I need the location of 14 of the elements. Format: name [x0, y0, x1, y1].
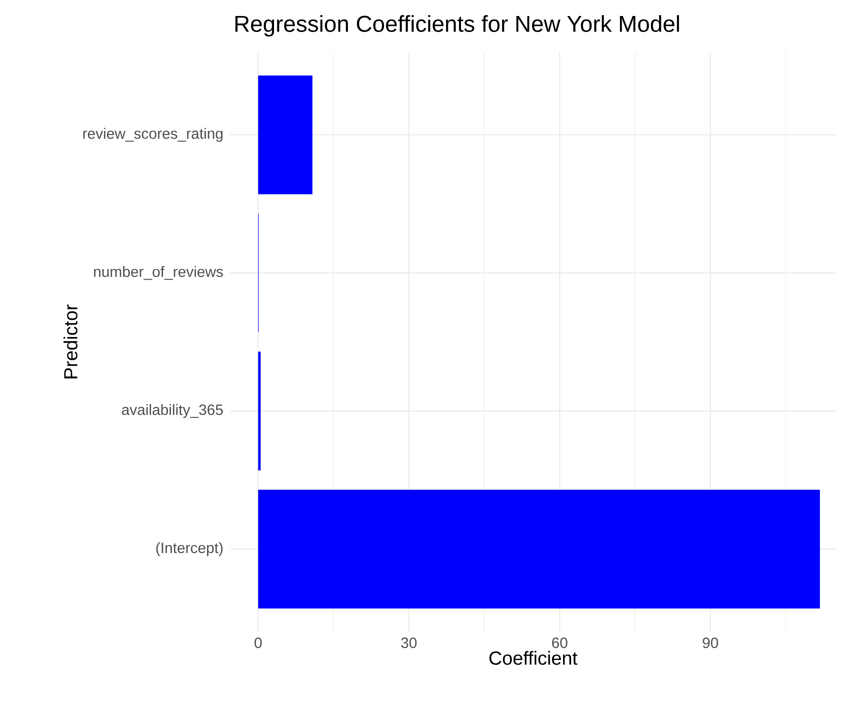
bar — [258, 75, 312, 194]
x-tick-label: 60 — [552, 638, 568, 648]
x-tick-label: 30 — [401, 638, 417, 648]
y-tick-label: (Intercept) — [156, 542, 223, 556]
chart-title: Regression Coefficients for New York Model — [235, 15, 679, 36]
y-tick-label: number_of_reviews — [94, 266, 223, 280]
y-axis-title: Predictor — [64, 304, 78, 378]
bar — [258, 352, 261, 470]
y-tick-label: availability_365 — [122, 404, 223, 418]
x-tick-label: 90 — [702, 638, 718, 648]
y-tick-label: review_scores_rating — [83, 128, 222, 142]
bar — [258, 490, 820, 609]
x-tick-label: 0 — [254, 638, 262, 648]
x-axis-title: Coefficient — [489, 650, 578, 665]
